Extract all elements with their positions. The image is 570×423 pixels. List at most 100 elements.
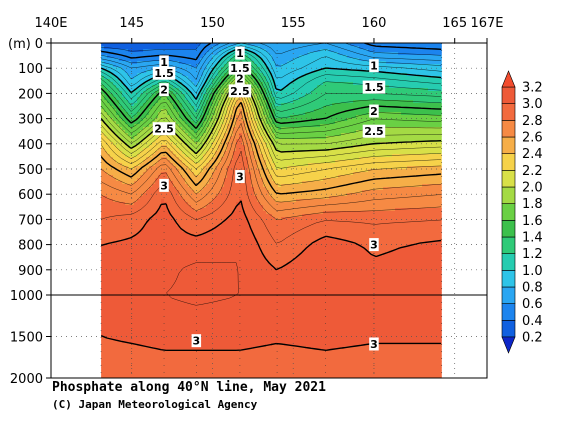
contour-minor (101, 135, 442, 220)
credit-line: (C) Japan Meteorological Agency (52, 398, 258, 411)
contour-label: 3 (370, 338, 378, 351)
contour-label: 1 (160, 56, 168, 69)
colorbar-label: 2.2 (522, 164, 543, 179)
contour-label-bg (152, 122, 176, 136)
contour-label-bg (362, 124, 386, 138)
colorbar-segment (501, 203, 516, 221)
chart-title: Phosphate along 40°N line, May 2021 (52, 380, 326, 395)
colorbar: 0.2 0.4 0.60.8 1.0 1.21.4 1.6 1.82.0 2.2 2.42.6 2… (501, 70, 543, 354)
y-tick-label: 400 (18, 138, 43, 153)
contour-label: 2 (160, 84, 168, 97)
colorbar-segment (501, 286, 516, 304)
x-tick-label: 165 (442, 16, 467, 31)
y-tick-label: 1500 (10, 331, 43, 346)
y-tick-label: 800 (18, 239, 43, 254)
plot-frame (50, 42, 488, 379)
contour-label: 1 (370, 60, 378, 73)
colorbar-label: 0.2 (522, 331, 543, 346)
contour-label-bg (369, 59, 379, 73)
colorbar-label: 1.4 (522, 231, 543, 246)
contour-label: 2.5 (230, 85, 250, 98)
contour-label-bg (235, 170, 245, 184)
colorbar-segment (501, 120, 516, 138)
colorbar-segment (501, 153, 516, 171)
contour-label-bg (235, 46, 245, 60)
contour-minor (101, 111, 442, 203)
grid-lines (51, 43, 487, 378)
contour-label-bg (228, 61, 252, 75)
contour-minor (101, 45, 442, 94)
contour-label: 1.5 (154, 67, 174, 80)
y-tick-label: 200 (18, 87, 43, 102)
contour-label: 3 (160, 179, 168, 192)
colorbar-segment (501, 220, 516, 238)
colorbar-segment (501, 253, 516, 271)
contour-label: 1.5 (230, 62, 250, 75)
contour-label-bg (159, 55, 169, 69)
contour-label: 3 (193, 335, 201, 348)
contour-label-bg (191, 334, 202, 348)
colorbar-under-arrow (501, 336, 516, 354)
contour-label-bg (362, 80, 386, 94)
contour-minor (101, 150, 442, 378)
contour-label-bg (235, 71, 245, 85)
colorbar-label: 1.2 (522, 247, 543, 262)
contour-label: 2 (370, 105, 378, 118)
x-tick-label: 140E (34, 16, 67, 31)
colorbar-label: 1.8 (522, 197, 543, 212)
colorbar-segment (501, 86, 516, 104)
contour-major (101, 101, 442, 195)
x-tick-label: 145 (119, 16, 144, 31)
axes: 140E 145 150 155 160 165 167E (m) 0 100 200 300 400 5… (8, 16, 504, 387)
x-tick-label: 155 (281, 16, 306, 31)
contour-label: 2.5 (364, 125, 384, 138)
contour-minor (101, 43, 442, 80)
contour-label-bg (369, 104, 379, 118)
colorbar-segment (501, 170, 516, 188)
data-field (101, 43, 442, 378)
colorbar-segment (501, 186, 516, 204)
x-tick-label: 150 (200, 16, 225, 31)
y-tick-label: 300 (18, 113, 43, 128)
colorbar-segment (501, 103, 516, 121)
colorbar-segment (501, 320, 516, 338)
contour-label: 1.5 (364, 81, 384, 94)
contour-lines (101, 43, 442, 378)
colorbar-label: 1.6 (522, 214, 543, 229)
contour-label-bg (159, 178, 169, 192)
colorbar-over-arrow (501, 70, 516, 88)
colorbar-label: 1.0 (522, 264, 543, 279)
contour-label-bg (159, 83, 169, 97)
contour-label: 2 (236, 72, 244, 85)
colorbar-label: 0.6 (522, 297, 543, 312)
x-tick-label: 167E (470, 16, 503, 31)
colorbar-segment (501, 303, 516, 321)
y-tick-label: 100 (18, 62, 43, 77)
contour-label-bg (369, 238, 379, 252)
colorbar-label: 2.8 (522, 114, 543, 129)
y-tick-label: 1000 (10, 289, 43, 304)
colorbar-label: 0.4 (522, 314, 543, 329)
contour-minor (166, 262, 239, 306)
contour-label-bg (152, 66, 176, 80)
colorbar-label: 3.2 (522, 81, 543, 96)
y-tick-label: 500 (18, 163, 43, 178)
colorbar-label: 2.0 (522, 181, 543, 196)
y-tick-label: 2000 (10, 372, 43, 387)
colorbar-segment (501, 270, 516, 288)
colorbar-label: 2.6 (522, 131, 543, 146)
contour-label-bg (369, 337, 379, 351)
colorbar-segment (501, 136, 516, 154)
contour-label: 1 (236, 47, 244, 60)
contour-minor (101, 43, 202, 52)
colorbar-segment (501, 236, 516, 254)
contour-label: 3 (236, 171, 244, 184)
contour-label-bg (228, 84, 252, 98)
contour-label: 2.5 (154, 123, 174, 136)
contour-major (101, 43, 442, 61)
x-tick-label: 160 (362, 16, 387, 31)
contour-label: 3 (370, 239, 378, 252)
plot-border (50, 42, 488, 379)
